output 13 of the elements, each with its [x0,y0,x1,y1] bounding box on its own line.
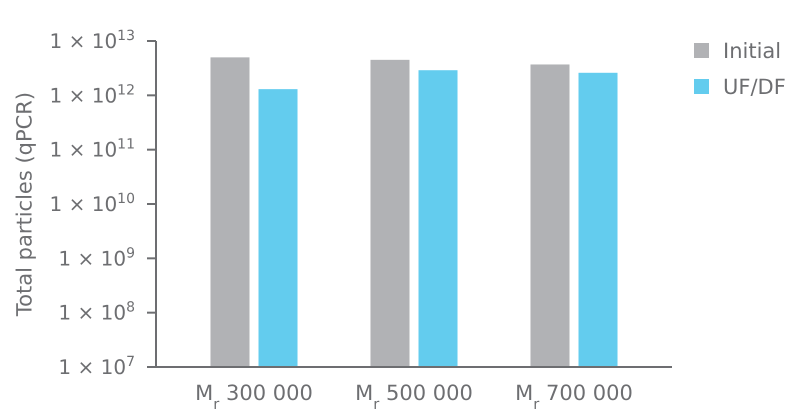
legend-label: Initial [723,38,782,63]
y-tick-label: 1 × 10$^{11}$ [50,136,135,162]
y-axis-title: Total particles (qPCR) [12,92,36,318]
y-tick-label: 1 × 10$^{10}$ [50,191,135,216]
y-tick-label: 1 × 10$^{13}$ [50,28,135,53]
y-tick-label: 1 × 10$^{7}$ [58,354,135,379]
legend-label: UF/DF [723,74,786,99]
x-tick-label: M$_{r}$ 500 000 [355,381,473,412]
x-tick-label: M$_{r}$ 700 000 [515,381,633,412]
y-tick-label: 1 × 10$^{8}$ [58,300,135,325]
y-tick-label: 1 × 10$^{9}$ [58,245,135,270]
x-tick-label: M$_{r}$ 300 000 [195,381,313,412]
y-tick-label: 1 × 10$^{12}$ [50,82,135,108]
